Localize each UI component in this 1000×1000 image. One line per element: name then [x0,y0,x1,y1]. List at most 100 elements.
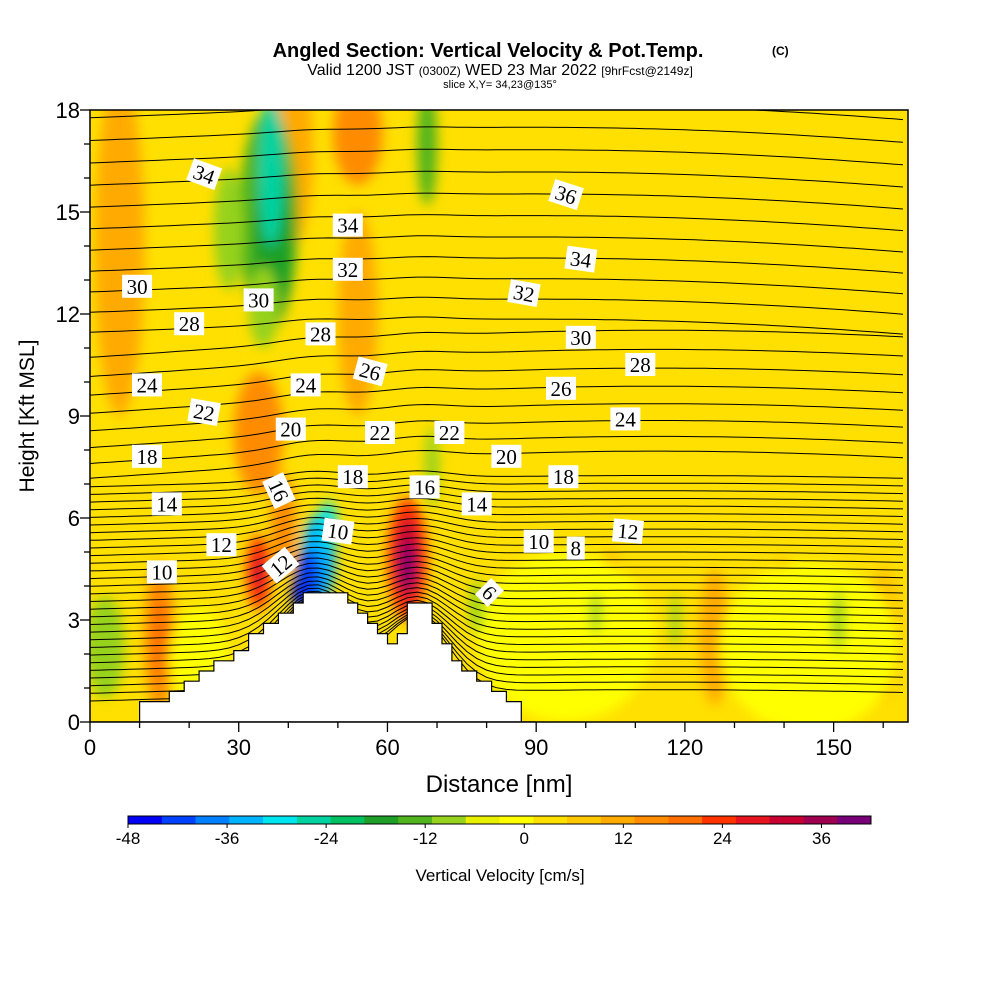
subtitle-zulu: (0300Z) [419,64,461,78]
theta-contour-26.5 [90,235,904,253]
contour-label-33: 8 [566,536,585,561]
contour-label-32: 10 [523,529,554,554]
contour-label-bg [186,158,223,191]
contour-label-bg [174,312,205,336]
contour-label-bg [187,398,221,427]
theta-contour-27.5 [90,192,904,210]
theta-contour-18 [90,497,904,518]
y-tick-label: 9 [68,404,80,429]
contour-label-text: 30 [570,326,591,350]
contour-label-text: 22 [192,399,217,426]
colorbar-swatch [735,816,771,824]
contour-label-16: 22 [187,398,221,427]
theta-contour-15 [90,535,904,564]
contour-label-29: 10 [321,517,355,545]
theta-contour-21 [90,435,904,464]
velocity-blob-25 [417,110,437,206]
contour-label-text: 24 [137,373,159,397]
contour-label-bg [132,444,162,468]
subtitle-fcst: [9hrFcst@2149z] [601,64,693,78]
colorbar-swatch [229,816,264,824]
contour-label-bg [337,465,368,489]
contour-label-31: 12 [206,533,237,557]
contour-label-24: 18 [548,465,579,489]
subtitle-valid: Valid 1200 JST [307,62,415,79]
contour-label-text: 8 [571,537,582,561]
contour-label-text: 12 [211,533,232,557]
colorbar-swatch [499,816,534,824]
contour-label-12: 26 [352,356,388,387]
velocity-blob-0 [94,110,145,416]
contour-label-bg [261,546,300,584]
colorbar-tick-label: -36 [215,829,240,848]
contour-label-19: 22 [365,421,395,445]
x-axis: 0 30 60 90 120 150 [84,722,884,760]
contour-label-27: 14 [151,492,182,516]
contour-label-26: 16 [409,475,440,499]
y-axis-label: Height [Kft MSL] [16,340,39,493]
contour-label-8: 28 [174,312,205,336]
contour-label-6: 32 [507,279,541,307]
contour-label-bg [352,356,388,387]
colorbar-swatch [465,816,500,824]
chart-title-mark: (C) [772,44,789,58]
x-tick-label: 150 [815,735,852,760]
contour-label-bg [461,492,492,516]
theta-contour-14 [90,546,904,580]
velocity-blob-30 [831,589,846,651]
contour-label-3: 34 [564,245,598,273]
contour-label-bg [305,322,336,346]
contour-label-bg [611,518,644,544]
contour-label-text: 34 [569,246,594,273]
velocity-blob-9 [337,212,378,416]
theta-contour-17.5 [90,504,904,526]
theta-contour-19 [90,484,904,503]
contour-label-bg [523,529,554,553]
contour-label-bg [332,257,363,281]
contour-label-text: 14 [156,492,178,516]
theta-contour-28 [90,170,904,188]
contour-label-text: 14 [466,492,488,516]
colorbar-swatch [128,816,163,824]
theta-contour-23 [90,367,904,396]
contour-label-text: 20 [496,445,517,469]
y-tick-label: 15 [56,200,80,225]
velocity-blob-18 [719,562,898,722]
colorbar-swatch [263,816,298,824]
colorbar-label: Vertical Velocity [cm/s] [415,866,584,885]
contour-label-0: 34 [186,158,223,191]
theta-contour-9 [90,590,904,656]
contour-label-28: 14 [461,492,492,516]
velocity-blob-24 [213,167,244,291]
contour-label-bg [206,533,237,557]
theta-contour-11.5 [90,572,904,618]
colorbar-swatch [600,816,636,824]
theta-contour-26 [90,256,904,274]
contour-label-13: 24 [132,373,162,397]
theta-contour-10 [90,584,904,641]
contour-label-23: 18 [337,465,368,489]
contour-label-text: 22 [370,421,391,445]
colorbar-tick-label: 24 [713,829,732,848]
x-tick-label: 120 [667,735,704,760]
contour-label-bg [625,353,656,376]
contour-label-text: 32 [337,258,358,282]
theta-contour-24.5 [90,316,904,335]
contour-label-30: 12 [611,518,644,545]
colorbar-frame [127,815,872,825]
theta-contour-14.5 [90,541,904,572]
contour-label-22: 20 [491,444,522,469]
contour-label-text: 16 [414,475,435,499]
contour-label-bg [262,472,296,510]
contour-label-bg [548,465,579,489]
theta-contour-23.5 [90,348,904,377]
colorbar-swatch [533,816,568,824]
theta-contour-21.5 [90,420,904,449]
colorbar-tick-label: 0 [520,829,529,848]
contour-label-bg [409,475,440,499]
y-tick-label: 12 [56,302,80,327]
contour-label-bg [146,560,177,584]
contour-label-text: 12 [616,519,639,545]
